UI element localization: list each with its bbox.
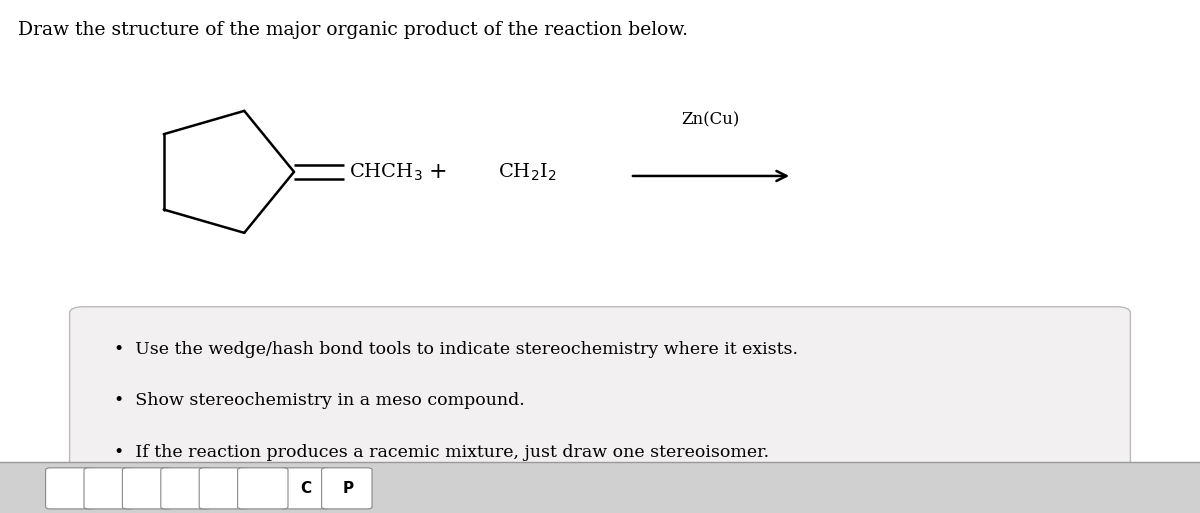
Text: CHCH$_3$: CHCH$_3$ [349,161,422,183]
Bar [0,462,1200,513]
Text: •  If the reaction produces a racemic mixture, just draw one stereoisomer.: • If the reaction produces a racemic mix… [114,444,769,461]
Text: Zn(Cu): Zn(Cu) [682,111,740,128]
Text: CH$_2$I$_2$: CH$_2$I$_2$ [498,161,557,183]
Text: +: + [428,161,448,183]
Text: C: C [300,481,312,496]
FancyBboxPatch shape [46,468,96,509]
FancyBboxPatch shape [161,468,211,509]
Text: P: P [342,481,354,496]
FancyBboxPatch shape [84,468,134,509]
FancyBboxPatch shape [280,468,330,509]
Text: Draw the structure of the major organic product of the reaction below.: Draw the structure of the major organic … [18,21,688,38]
Text: •  Show stereochemistry in a meso compound.: • Show stereochemistry in a meso compoun… [114,392,524,409]
FancyBboxPatch shape [322,468,372,509]
FancyBboxPatch shape [199,468,250,509]
FancyBboxPatch shape [70,307,1130,488]
FancyBboxPatch shape [122,468,173,509]
Text: •  Use the wedge/hash bond tools to indicate stereochemistry where it exists.: • Use the wedge/hash bond tools to indic… [114,341,798,358]
FancyBboxPatch shape [238,468,288,509]
